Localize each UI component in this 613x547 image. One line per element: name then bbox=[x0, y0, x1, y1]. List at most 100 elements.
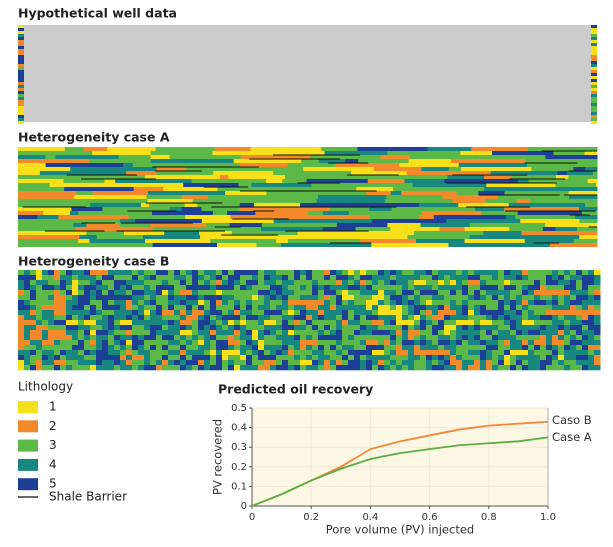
facies-cell bbox=[480, 360, 487, 366]
facies-cell bbox=[114, 325, 121, 331]
facies-cell bbox=[162, 365, 181, 371]
facies-cell bbox=[390, 330, 397, 336]
facies-cell bbox=[588, 335, 595, 341]
facies-cell bbox=[228, 345, 235, 351]
facies-cell bbox=[180, 330, 193, 336]
facies-cell bbox=[372, 350, 385, 356]
facies-cell bbox=[264, 310, 283, 316]
well-log bbox=[18, 28, 24, 31]
facies-cell bbox=[114, 310, 133, 316]
facies-cell bbox=[342, 345, 355, 351]
facies-cell bbox=[144, 335, 157, 341]
facies-cell bbox=[322, 227, 357, 231]
facies-cell bbox=[542, 227, 557, 231]
facies-cell bbox=[246, 350, 253, 356]
legend-swatch bbox=[18, 458, 38, 471]
facies-cell bbox=[228, 355, 241, 361]
facies-cell bbox=[303, 167, 375, 171]
facies-cell bbox=[594, 335, 601, 341]
facies-cell bbox=[408, 295, 415, 301]
facies-cell bbox=[18, 295, 31, 301]
facies-cell bbox=[48, 330, 67, 336]
facies-cell bbox=[486, 355, 493, 361]
facies-cell bbox=[516, 365, 523, 371]
facies-cell bbox=[354, 330, 361, 336]
facies-cell bbox=[386, 195, 444, 199]
facies-cell bbox=[30, 365, 37, 371]
facies-cell bbox=[90, 315, 103, 321]
facies-cell bbox=[414, 365, 427, 371]
facies-cell bbox=[568, 175, 598, 179]
facies-cell bbox=[258, 167, 304, 171]
facies-cell bbox=[348, 280, 355, 286]
facies-cell bbox=[414, 350, 451, 356]
facies-cell bbox=[548, 235, 580, 239]
facies-cell bbox=[510, 300, 517, 306]
facies-cell bbox=[222, 275, 229, 281]
facies-cell bbox=[486, 183, 556, 187]
facies-cell bbox=[240, 345, 253, 351]
facies-cell bbox=[108, 285, 115, 291]
facies-cell bbox=[498, 365, 511, 371]
facies-cell bbox=[360, 355, 367, 361]
facies-cell bbox=[162, 280, 169, 286]
facies-cell bbox=[216, 335, 229, 341]
facies-cell bbox=[468, 295, 475, 301]
facies-cell bbox=[66, 325, 79, 331]
facies-cell bbox=[204, 335, 211, 341]
facies-cell bbox=[42, 330, 49, 336]
facies-cell bbox=[396, 340, 403, 346]
facies-cell bbox=[186, 300, 199, 306]
facies-cell bbox=[552, 340, 565, 346]
facies-cell bbox=[582, 300, 601, 306]
facies-cell bbox=[552, 345, 559, 351]
facies-cell bbox=[48, 325, 67, 331]
facies-cell bbox=[480, 350, 487, 356]
facies-cell bbox=[408, 365, 415, 371]
facies-cell bbox=[336, 305, 367, 311]
facies-cell bbox=[180, 360, 187, 366]
facies-cell bbox=[297, 231, 340, 235]
facies-cell bbox=[564, 275, 571, 281]
facies-cell bbox=[115, 167, 157, 171]
facies-cell bbox=[498, 275, 505, 281]
facies-cell bbox=[564, 330, 571, 336]
facies-cell bbox=[381, 175, 449, 179]
facies-cell bbox=[576, 280, 583, 286]
facies-cell bbox=[18, 179, 65, 183]
facies-cell bbox=[372, 305, 379, 311]
facies-cell bbox=[426, 305, 439, 311]
facies-cell bbox=[523, 243, 551, 247]
facies-cell bbox=[504, 285, 517, 291]
facies-cell bbox=[552, 300, 559, 306]
facies-cell bbox=[478, 191, 506, 195]
facies-cell bbox=[78, 300, 91, 306]
facies-cell bbox=[270, 365, 277, 371]
facies-cell bbox=[212, 211, 228, 215]
facies-cell bbox=[378, 325, 403, 331]
facies-cell bbox=[354, 270, 361, 276]
facies-cell bbox=[138, 335, 145, 341]
facies-cell bbox=[516, 325, 541, 331]
facies-cell bbox=[78, 295, 91, 301]
facies-cell bbox=[78, 325, 91, 331]
facies-cell bbox=[555, 183, 597, 187]
facies-cell bbox=[294, 315, 307, 321]
facies-cell bbox=[90, 310, 97, 316]
facies-cell bbox=[54, 290, 61, 296]
facies-cell bbox=[324, 300, 331, 306]
facies-cell bbox=[300, 270, 307, 276]
facies-cell bbox=[270, 295, 277, 301]
facies-cell bbox=[492, 335, 499, 341]
facies-cell bbox=[310, 155, 382, 159]
well-log bbox=[591, 73, 597, 76]
facies-cell bbox=[104, 179, 116, 183]
facies-cell bbox=[276, 335, 295, 341]
facies-cell bbox=[576, 305, 583, 311]
facies-cell bbox=[282, 310, 289, 316]
facies-cell bbox=[498, 330, 511, 336]
facies-cell bbox=[300, 355, 307, 361]
facies-cell bbox=[480, 340, 487, 346]
facies-cell bbox=[438, 270, 457, 276]
facies-cell bbox=[312, 275, 325, 281]
